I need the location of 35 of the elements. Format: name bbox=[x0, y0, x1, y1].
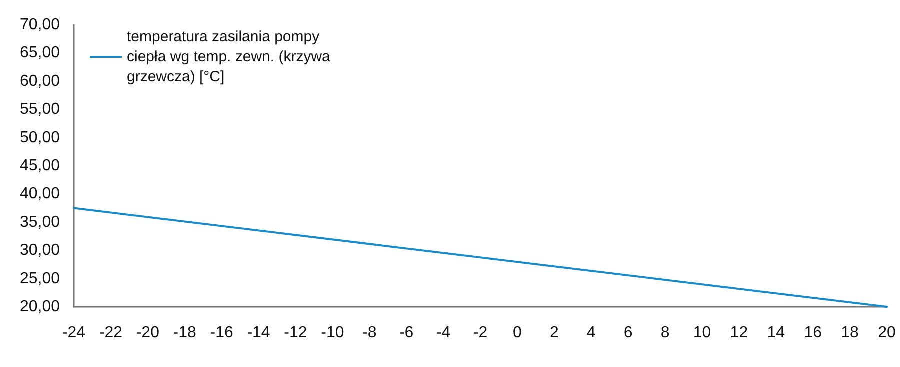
x-tick-label: -22 bbox=[99, 324, 123, 342]
y-tick-label: 45,00 bbox=[20, 158, 60, 174]
y-tick-label: 60,00 bbox=[20, 72, 60, 90]
x-tick-label: 2 bbox=[550, 324, 559, 342]
x-tick-label: -8 bbox=[362, 324, 377, 342]
x-tick-label: 16 bbox=[804, 324, 822, 342]
x-tick-label: -2 bbox=[473, 324, 488, 342]
x-tick-label: -24 bbox=[62, 324, 86, 342]
x-tick-label: -6 bbox=[399, 324, 414, 342]
y-tick-label: 25,00 bbox=[20, 270, 60, 288]
y-tick-label: 70,00 bbox=[20, 16, 60, 34]
x-tick-label: -16 bbox=[210, 324, 234, 342]
x-tick-label: -12 bbox=[284, 324, 308, 342]
y-tick-label: 30,00 bbox=[20, 242, 60, 260]
y-tick-label: 65,00 bbox=[20, 44, 60, 62]
x-tick-label: 0 bbox=[513, 324, 522, 342]
x-tick-label: 10 bbox=[693, 324, 712, 342]
x-tick-label: -10 bbox=[321, 324, 344, 342]
x-tick-label: 20 bbox=[878, 324, 896, 342]
x-tick-label: 18 bbox=[841, 324, 860, 342]
x-tick-label: 14 bbox=[767, 324, 786, 342]
x-tick-label: 4 bbox=[586, 324, 596, 342]
x-tick-label: 12 bbox=[730, 324, 748, 342]
x-tick-label: 8 bbox=[660, 324, 670, 342]
x-tick-label: 6 bbox=[624, 324, 633, 342]
y-tick-label: 55,00 bbox=[20, 101, 60, 118]
y-tick-label: 20,00 bbox=[20, 298, 60, 316]
x-tick-label: -4 bbox=[436, 324, 451, 342]
x-tick-label: -20 bbox=[136, 324, 160, 342]
y-tick-label: 50,00 bbox=[20, 129, 60, 146]
x-tick-label: -18 bbox=[173, 324, 197, 342]
legend-label: temperatura zasilania pompy ciepła wg temp. zewn. (krzywa grzewcza) [°C] bbox=[127, 28, 335, 86]
y-tick-label: 35,00 bbox=[20, 214, 60, 231]
x-tick-label: -14 bbox=[247, 324, 270, 342]
y-tick-label: 40,00 bbox=[20, 186, 60, 203]
